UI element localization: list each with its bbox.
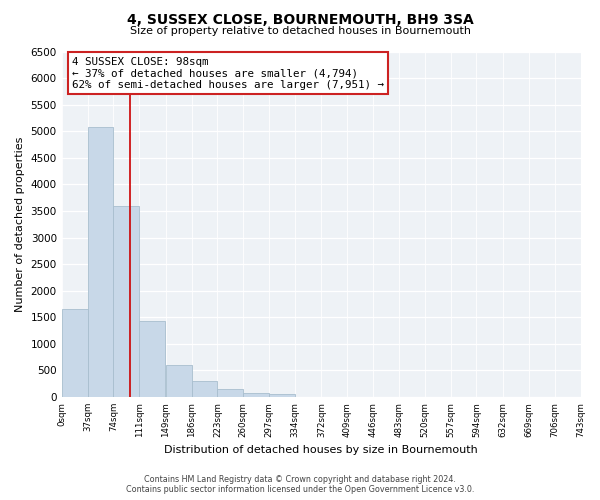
Bar	[217, 389, 243, 397]
Bar	[139, 322, 165, 397]
Text: Contains HM Land Registry data © Crown copyright and database right 2024.
Contai: Contains HM Land Registry data © Crown c…	[126, 474, 474, 494]
Text: Size of property relative to detached houses in Bournemouth: Size of property relative to detached ho…	[130, 26, 470, 36]
Y-axis label: Number of detached properties: Number of detached properties	[15, 136, 25, 312]
Bar	[269, 394, 295, 397]
Bar	[113, 206, 139, 397]
Bar	[191, 382, 217, 397]
X-axis label: Distribution of detached houses by size in Bournemouth: Distribution of detached houses by size …	[164, 445, 478, 455]
Bar	[166, 364, 191, 397]
Bar	[62, 309, 88, 397]
Text: 4, SUSSEX CLOSE, BOURNEMOUTH, BH9 3SA: 4, SUSSEX CLOSE, BOURNEMOUTH, BH9 3SA	[127, 12, 473, 26]
Bar	[88, 127, 113, 397]
Text: 4 SUSSEX CLOSE: 98sqm
← 37% of detached houses are smaller (4,794)
62% of semi-d: 4 SUSSEX CLOSE: 98sqm ← 37% of detached …	[72, 56, 384, 90]
Bar	[243, 392, 269, 397]
